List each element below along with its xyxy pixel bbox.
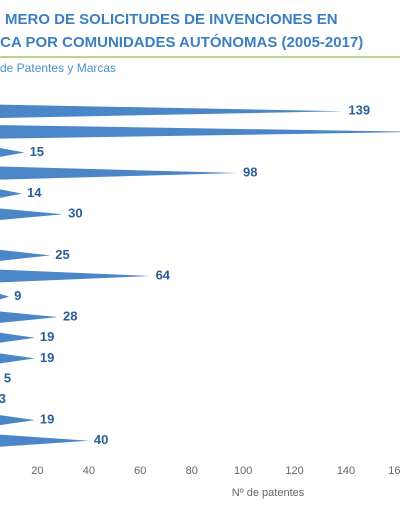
bar <box>0 249 51 261</box>
bar <box>0 125 400 139</box>
bar <box>0 415 35 426</box>
bar <box>0 104 344 119</box>
bar <box>0 434 89 447</box>
x-axis-label: Nº de patentes <box>232 487 305 499</box>
bar <box>0 311 58 323</box>
bar <box>0 148 25 157</box>
chart-title: ICA POR COMUNIDADES AUTÓNOMAS (2005-2017… <box>0 33 363 51</box>
bar <box>0 293 10 300</box>
x-tick-label: 160 <box>388 465 400 477</box>
chart-subtitle: de Patentes y Marcas <box>0 61 116 75</box>
value-label: 19 <box>40 329 54 344</box>
value-label: 19 <box>40 350 54 365</box>
bar <box>0 353 35 364</box>
bar <box>0 189 22 198</box>
x-tick-label: 120 <box>285 465 303 477</box>
x-tick-label: 60 <box>134 465 146 477</box>
value-label: 28 <box>63 309 77 324</box>
value-label: 64 <box>156 267 171 282</box>
x-tick-label: 20 <box>31 465 43 477</box>
value-label: 14 <box>27 185 42 200</box>
x-tick-label: 140 <box>337 465 355 477</box>
x-tick-label: 80 <box>186 465 198 477</box>
bar <box>0 269 151 283</box>
value-label: 139 <box>348 103 370 118</box>
value-label: 5 <box>4 370 11 385</box>
bar <box>0 208 64 220</box>
bar <box>0 166 238 180</box>
value-label: 98 <box>243 164 257 179</box>
value-label: 40 <box>94 432 108 447</box>
value-label: 3 <box>0 391 6 406</box>
value-label: 19 <box>40 412 54 427</box>
value-label: 30 <box>68 206 82 221</box>
value-label: 15 <box>30 144 44 159</box>
bar <box>0 332 35 343</box>
chart-title: MERO DE SOLICITUDES DE INVENCIONES EN <box>5 11 338 28</box>
x-tick-label: 100 <box>234 465 252 477</box>
value-label: 9 <box>14 288 21 303</box>
x-tick-label: 40 <box>83 465 95 477</box>
value-label: 25 <box>55 247 69 262</box>
